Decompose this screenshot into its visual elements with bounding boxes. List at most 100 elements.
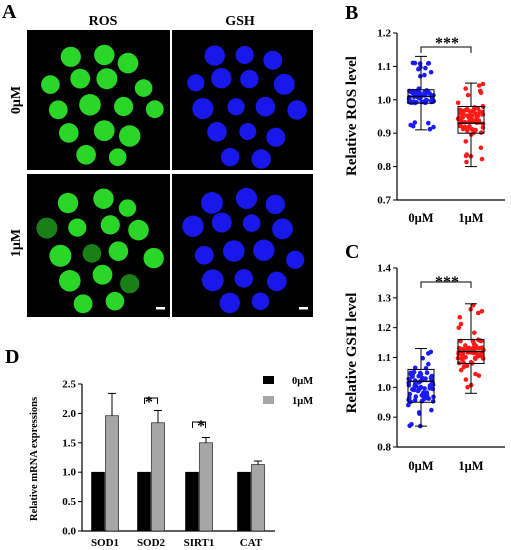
legend-label-1um: 1μM [292,396,313,407]
panel-c-point-1μM-63 [463,355,468,360]
panel-d-bracket-SIRT1 [192,421,206,428]
panel-b-point-1μM-43 [477,109,483,114]
panel-c-significance: *** [435,274,459,291]
panel-b-y-tick-label-1: 0.8 [377,161,391,173]
panel-c-y-tick-label-1: 0.9 [377,412,391,424]
panel-c-box-0 [407,368,435,403]
embryo-ros-0um-13 [119,125,141,147]
embryo-ros-0um-7 [48,100,68,120]
panel-b-point-1μM-40 [470,117,475,123]
embryo-ros-1um-2 [118,199,137,217]
panel-b-point-1μM-54 [463,124,468,130]
panel-d-significance-sod2: * [145,394,153,411]
embryo-ros-1um-6 [128,219,149,241]
embryo-gsh-0um-9 [255,96,276,117]
embryo-ros-1um-9 [108,241,129,261]
panel-c-point-0μM-26 [428,349,434,355]
embryo-ros-1um-14 [73,294,93,314]
embryo-gsh-1um-14 [219,292,240,314]
panel-b-point-0μM-50 [422,72,427,78]
panel-c-point-0μM-41 [420,355,426,361]
embryo-ros-1um-3 [36,217,58,239]
panel-c-point-0μM-65 [422,386,427,391]
panel-c-point-0μM-49 [427,383,433,388]
embryo-gsh-1um-5 [242,214,261,232]
panel-d-y-tick-label-2: 1.0 [62,467,76,479]
embryo-ros-0um-1 [94,44,115,66]
panel-b-box-1 [457,105,485,134]
panel-c-point-0μM-58 [416,410,422,415]
panel-b-label: B [345,2,358,24]
panel-b-point-1μM-67 [472,105,477,110]
panel-b-point-1μM-5 [478,145,484,151]
panel-c-point-1μM-50 [456,350,462,355]
panel-c-point-1μM-19 [463,343,468,348]
panel-d-x-category-cat: CAT [240,537,263,549]
panel-c-point-1μM-66 [456,325,462,331]
embryo-gsh-0um-4 [211,68,232,89]
panel-c-y-tick-label-6: 1.4 [377,263,391,275]
panel-c-y-axis-label: Relative GSH level [344,293,360,414]
panel-b-point-1μM-18 [480,125,486,130]
panel-b-point-1μM-34 [464,159,469,165]
embryo-ros-1um-1 [93,188,114,209]
embryo-gsh-1um-3 [182,215,204,237]
embryo-gsh-0um-15 [251,149,271,169]
panel-c-point-0μM-68 [417,385,423,391]
bar-SOD2-0μM [137,471,151,532]
panel-d-x-category-sod1: SOD1 [91,537,119,549]
panel-b-point-0μM-52 [424,97,430,103]
panel-c-label: C [345,241,359,263]
embryo-ros-1um-12 [92,264,113,285]
panel-b-x-category-1um: 1μM [458,211,483,225]
bar-SOD1-1μM [105,415,119,532]
embryo-ros-1um-5 [100,215,120,235]
embryo-ros-1um-15 [105,291,125,311]
legend-swatch-0um [263,376,274,384]
panel-c-point-0μM-64 [418,370,423,376]
bar-SOD2-1μM [151,422,165,532]
embryo-gsh-0um-11 [207,122,227,142]
embryo-ros-1um-10 [143,247,164,269]
panel-b-point-0μM-61 [416,91,422,97]
embryo-gsh-0um-10 [287,100,307,120]
embryo-gsh-1um-10 [286,250,305,269]
panel-d-y-tick-label-4: 2.0 [62,408,76,420]
column-header-gsh: GSH [225,14,255,29]
embryo-ros-0um-4 [70,68,91,89]
embryo-gsh-1um-2 [265,194,285,215]
panel-b-point-1μM-61 [476,83,482,88]
panel-c-point-1μM-9 [472,355,478,361]
panel-b-significance: *** [435,35,459,52]
bar-SIRT1-0μM [185,471,199,532]
panel-c-point-1μM-64 [479,352,484,358]
panel-c-point-0μM-44 [406,402,411,408]
embryo-ros-0um-15 [108,148,127,166]
panel-c-point-1μM-69 [471,339,476,345]
panel-c-chart: C Relative GSH level 0.8 0.9 1.0 1.1 1.2 1.3 1… [344,241,505,473]
embryo-gsh-1um-4 [211,212,232,233]
panel-c-point-1μM-43 [472,330,477,336]
embryo-ros-0um-5 [96,68,118,90]
panel-d-y-tick-label-0: 0.0 [62,526,76,538]
panel-d-significance-sirt1: * [197,418,205,435]
embryo-ros-0um-0 [60,46,81,67]
panel-b-point-1μM-39 [460,114,466,120]
embryo-gsh-0um-0 [204,45,225,66]
panel-c-point-1μM-38 [457,314,463,320]
column-header-ros: ROS [89,14,118,29]
panel-c-point-1μM-67 [477,345,482,351]
panel-b-point-0μM-69 [410,60,416,66]
panel-c-point-1μM-6 [479,309,485,314]
embryo-gsh-1um-11 [201,269,224,292]
embryo-gsh-1um-13 [267,271,287,292]
panel-c-point-0μM-57 [407,423,413,429]
panel-a: A ROS GSH 0μM 1μM [2,1,313,317]
embryo-gsh-1um-8 [223,240,245,262]
panel-d-y-axis-label: Relative mRNA expressions [29,397,40,521]
embryo-gsh-1um-7 [194,245,214,265]
panel-b-point-0μM-41 [431,124,436,130]
embryo-gsh-0um-13 [266,127,286,147]
panel-c-x-category-0um: 0μM [408,459,433,473]
panel-b-point-1μM-59 [474,117,479,123]
